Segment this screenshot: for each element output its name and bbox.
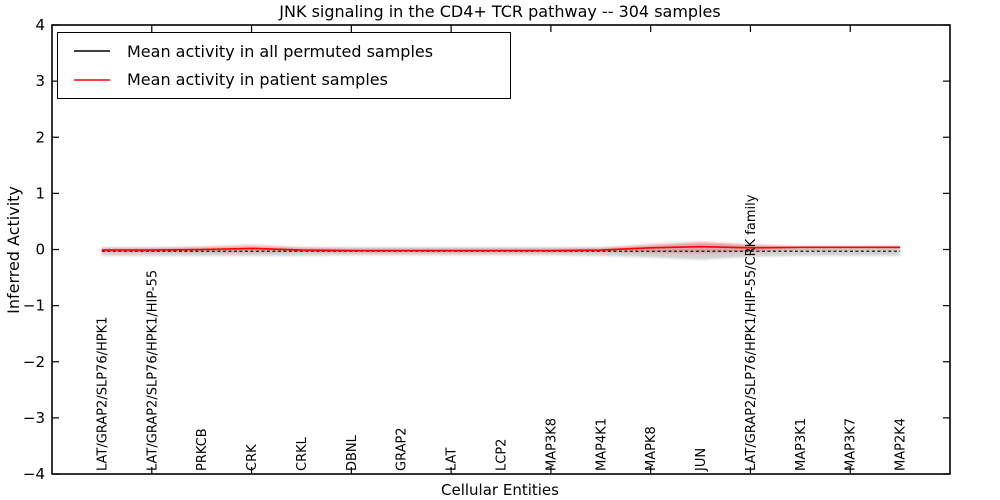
legend-item-patient: Mean activity in patient samples — [58, 70, 510, 89]
y-tick-label: −3 — [23, 409, 45, 427]
y-tick-label: −2 — [23, 353, 45, 371]
y-tick-label: 0 — [35, 241, 45, 259]
category-label: LAT/GRAP2/SLP76/HPK1/HIP-55 — [145, 270, 160, 471]
legend: Mean activity in all permuted samples Me… — [57, 32, 511, 99]
category-label: MAP3K7 — [844, 418, 859, 471]
category-label: MAPK8 — [644, 426, 659, 471]
legend-label-permuted: Mean activity in all permuted samples — [127, 41, 434, 61]
chart-title: JNK signaling in the CD4+ TCR pathway --… — [279, 2, 721, 21]
category-label: LAT/GRAP2/SLP76/HPK1/HIP-55/CRK family — [744, 194, 759, 471]
category-label: MAP4K1 — [594, 418, 609, 471]
black-line-swatch — [74, 50, 110, 53]
category-label: DBNL — [345, 434, 360, 471]
category-label: LCP2 — [495, 439, 510, 471]
category-label: LAT/GRAP2/SLP76/HPK1 — [95, 317, 110, 471]
y-tick-label: 3 — [35, 72, 45, 90]
y-tick-label: −4 — [23, 465, 45, 483]
patient-mean-line — [101, 245, 901, 252]
y-tick-label: 4 — [35, 16, 45, 34]
category-label: JUN — [694, 448, 709, 472]
y-tick-label: 2 — [35, 128, 45, 146]
category-label: PRKCB — [195, 428, 210, 471]
category-label: GRAP2 — [395, 427, 410, 471]
legend-item-permuted: Mean activity in all permuted samples — [58, 42, 510, 61]
x-axis-label: Cellular Entities — [441, 481, 559, 499]
category-label: MAP2K4 — [894, 418, 909, 471]
y-tick-label: −1 — [23, 297, 45, 315]
red-line-swatch — [74, 78, 110, 81]
y-tick-label: 1 — [35, 184, 45, 202]
category-label: MAP3K8 — [544, 418, 559, 471]
legend-label-patient: Mean activity in patient samples — [127, 70, 388, 90]
category-label: CRKL — [295, 436, 310, 471]
category-label: CRK — [245, 444, 260, 471]
category-label: MAP3K1 — [794, 418, 809, 471]
category-label: LAT — [445, 448, 460, 471]
